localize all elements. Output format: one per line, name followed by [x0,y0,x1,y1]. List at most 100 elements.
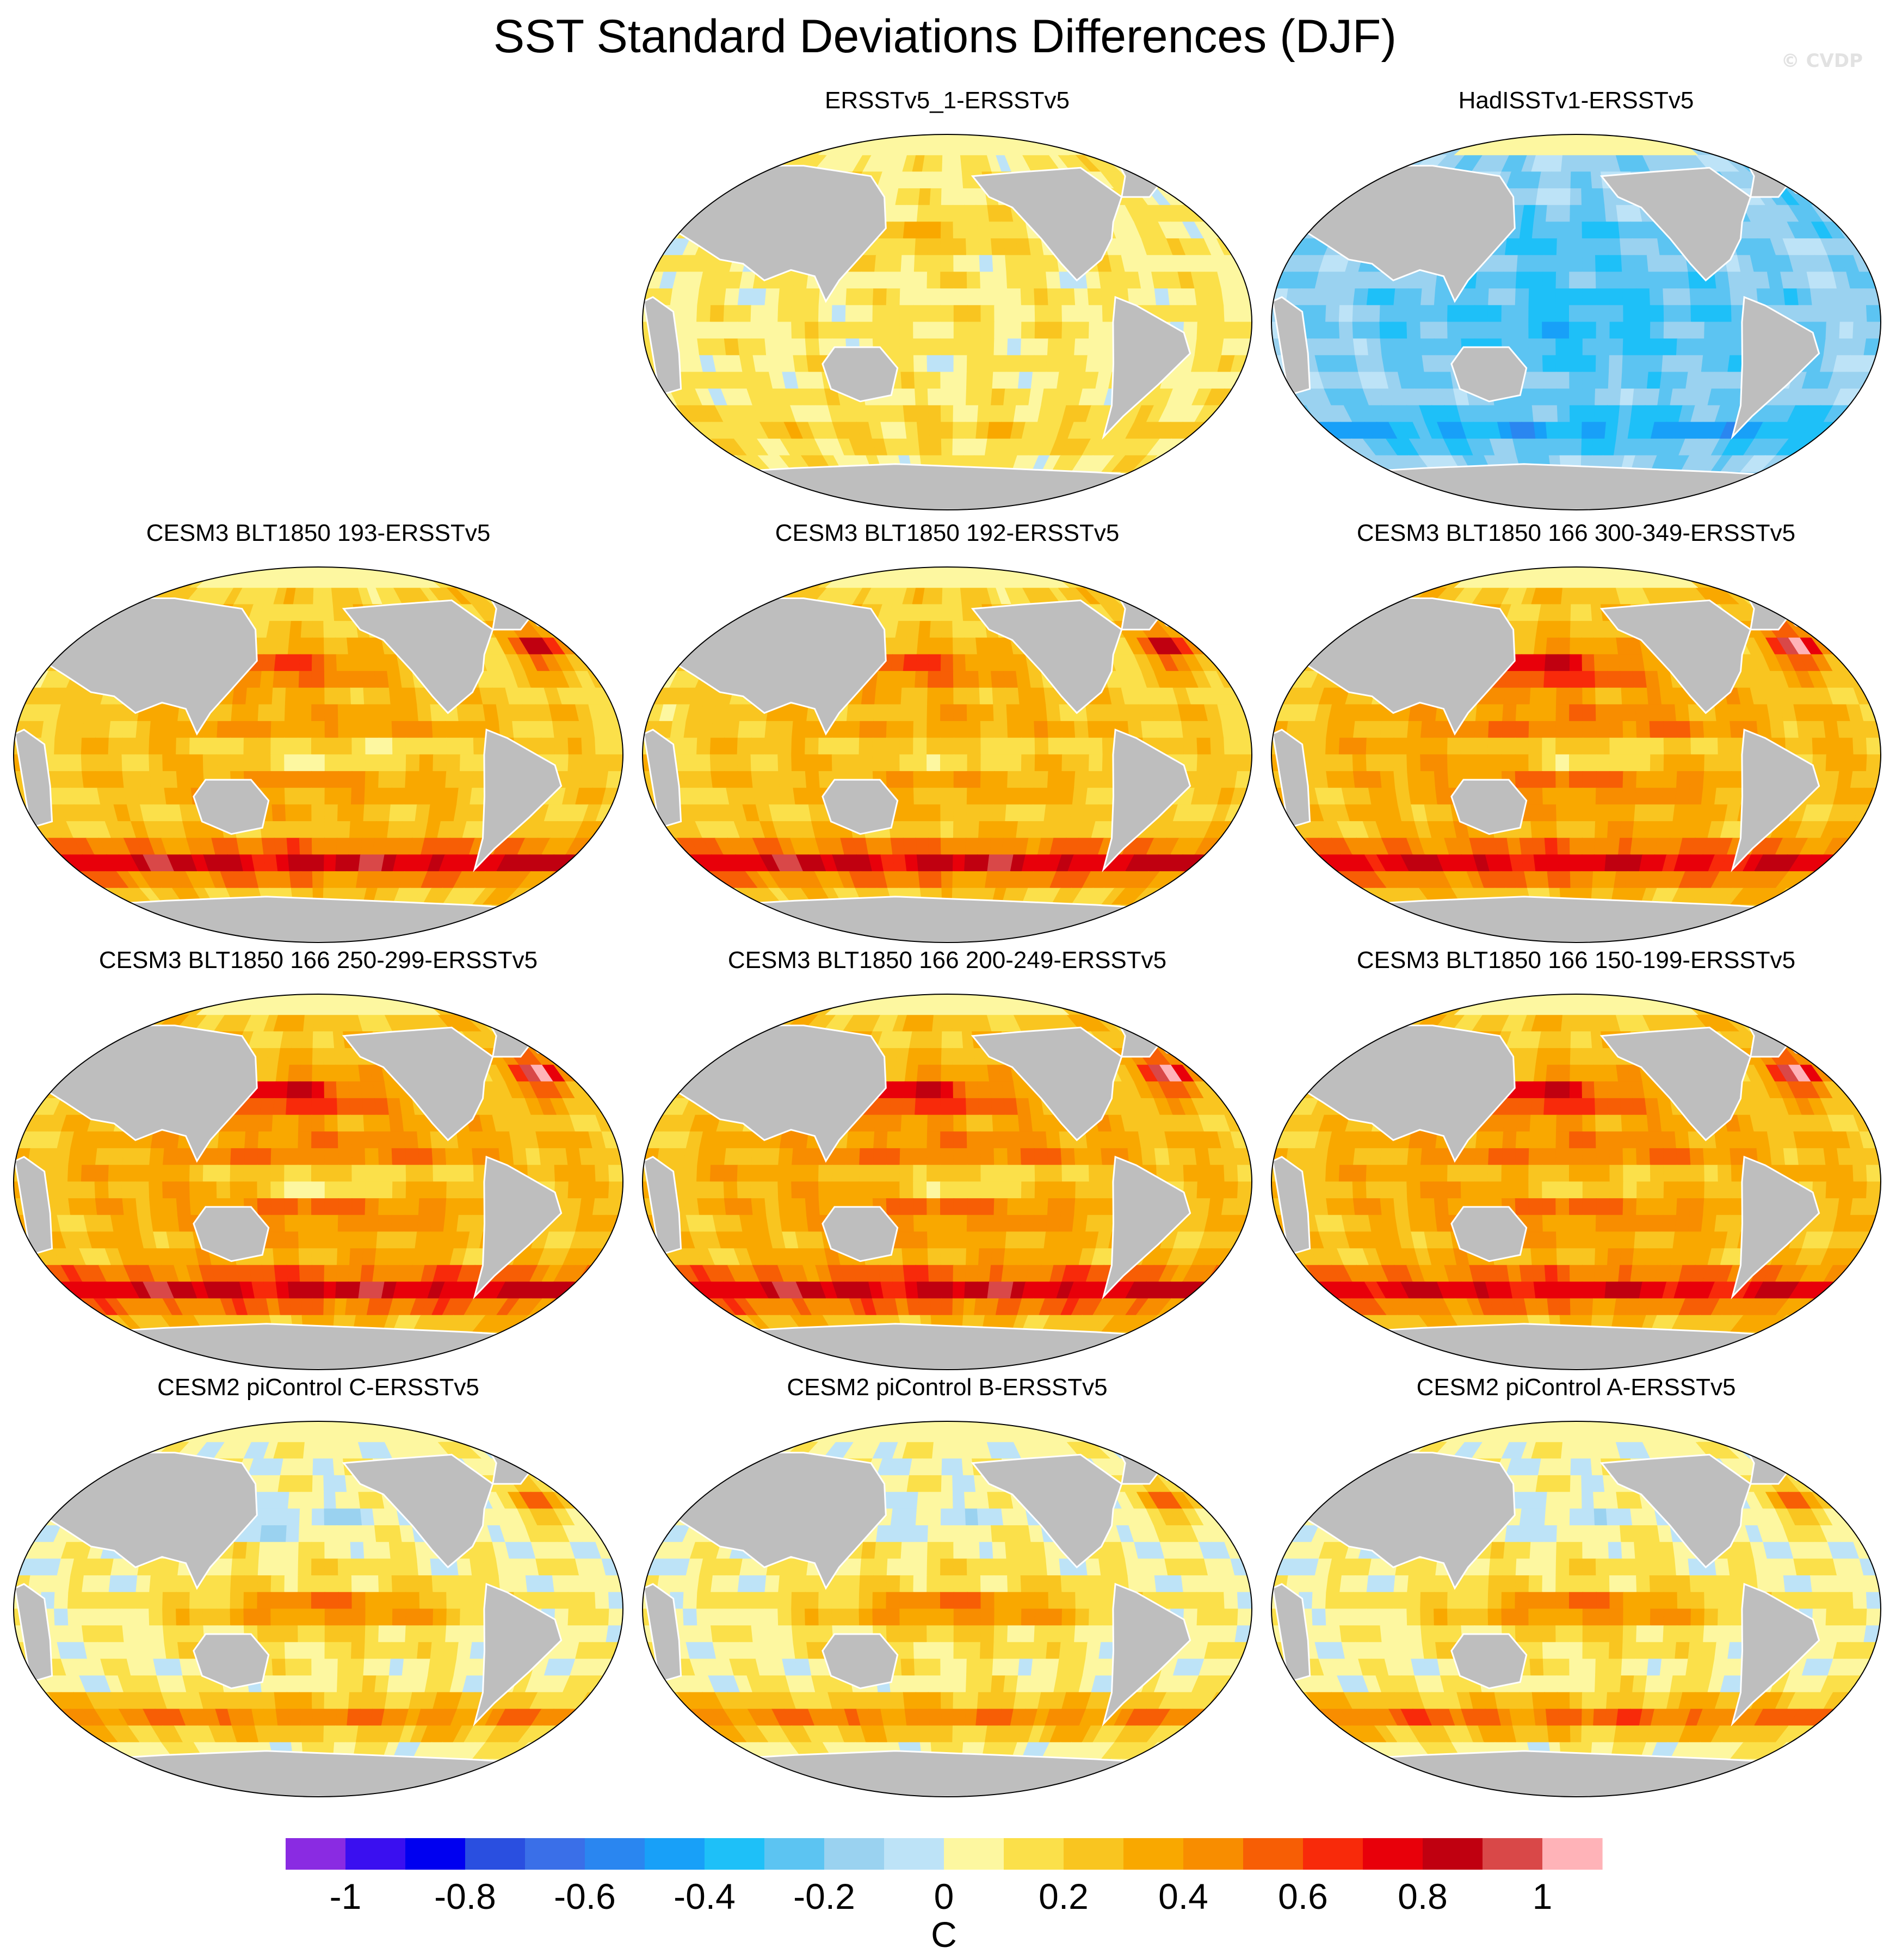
field-cell [903,221,918,239]
field-cell [845,322,860,340]
field-cell [927,389,942,406]
field-cell [913,737,928,755]
field-cell [683,305,698,323]
field-cell [886,338,901,356]
field-cell [1339,771,1356,788]
field-cell [1006,272,1021,289]
field-cell [1060,771,1076,788]
field-cell [941,171,953,189]
field-cell [177,787,194,805]
field-cell [1593,221,1608,239]
field-cell [703,604,734,622]
field-cell [1181,721,1197,738]
field-cell [913,272,928,289]
field-cell [1622,771,1638,788]
field-cell [994,737,1009,755]
field-cell [135,754,150,772]
field-cell [1393,737,1408,755]
field-cell [1392,571,1430,588]
field-cell [1852,322,1868,340]
field-cell [953,288,968,306]
field-cell [1649,338,1664,356]
field-cell [312,637,325,655]
field-cell [1608,355,1623,373]
field-cell [1593,637,1607,655]
field-cell [913,721,928,738]
field-cell [311,804,325,822]
field-cell [941,621,954,638]
field-cell [1530,821,1546,839]
field-cell [286,821,300,839]
arctic-ice-region [825,567,1070,588]
field-cell [472,721,487,738]
field-cell [1034,754,1049,772]
field-cell [940,338,955,356]
field-cell [777,322,793,340]
field-cell [737,737,752,755]
field-cell [906,188,921,206]
field-cell [1529,704,1544,722]
field-cell [1533,422,1548,440]
field-cell [1087,338,1103,356]
field-cell [162,721,178,738]
field-cell [1568,721,1584,738]
land-australia [1450,346,1528,403]
field-cell [953,787,968,805]
field-cell [1078,138,1113,156]
field-cell [1582,721,1597,738]
field-cell [1017,255,1034,273]
field-cell [1863,771,1881,788]
field-cell [1544,654,1559,672]
field-cell [952,188,965,206]
field-cell [286,837,301,855]
field-cell [927,272,941,289]
field-cell [1086,571,1122,588]
field-cell [1408,355,1425,373]
field-cell [1648,704,1664,722]
field-cell [1569,804,1583,822]
field-cell [1582,787,1597,805]
field-cell [763,138,801,156]
field-cell [683,721,700,738]
field-cell [683,322,698,340]
field-cell [337,704,353,722]
field-cell [176,771,192,788]
field-cell [203,721,219,738]
field-cell [1008,754,1022,772]
field-cell [1703,721,1719,738]
field-cell [1488,288,1503,306]
field-cell [1154,288,1171,306]
field-cell [781,571,816,588]
field-cell [1420,305,1435,323]
field-cell [54,771,71,788]
field-cell [1863,288,1881,306]
field-cell [217,704,233,722]
field-cell [1558,637,1571,655]
field-cell [737,771,753,788]
field-cell [335,637,349,655]
field-cell [324,804,339,822]
field-cell [1593,837,1608,855]
land-north-america [971,167,1123,282]
field-cell [763,921,801,939]
field-cell [1582,338,1597,356]
field-cell [1766,155,1801,172]
field-cell [1542,704,1557,722]
field-cell [338,737,353,755]
field-cell [890,221,905,239]
field-cell [1393,721,1410,738]
field-cell [993,338,1009,356]
field-cell [338,721,353,738]
field-cell [1410,571,1445,588]
field-cell [1351,587,1386,605]
field-cell [953,654,967,672]
field-cell [940,238,954,256]
field-cell [1542,288,1557,306]
field-cell [1137,904,1172,922]
field-cell [277,621,292,638]
field-cell [952,205,966,223]
field-cell [323,604,335,622]
field-cell [323,871,336,889]
field-cell [913,804,929,822]
field-cell [1393,771,1410,788]
